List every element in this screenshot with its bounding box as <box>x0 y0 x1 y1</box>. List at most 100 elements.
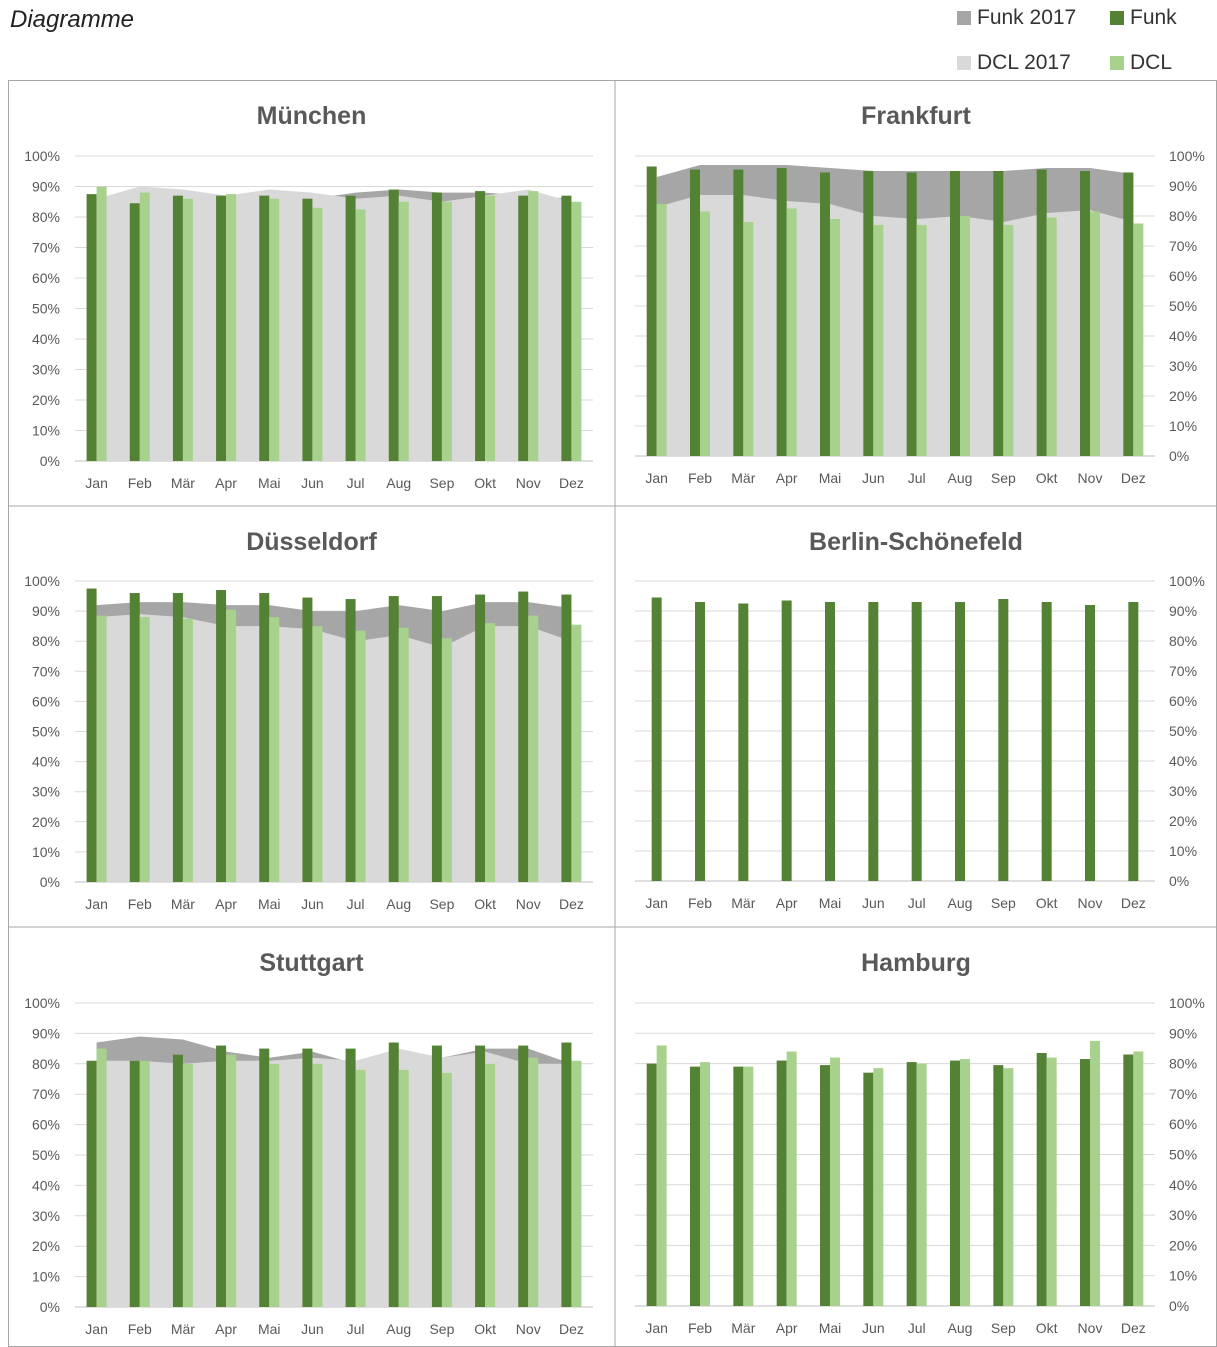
y-tick-label: 40% <box>1169 753 1197 769</box>
chart-title: Frankfurt <box>861 102 971 130</box>
x-tick-label: Sep <box>991 895 1016 911</box>
bar-dcl-apr <box>226 1054 237 1307</box>
x-tick-label: Sep <box>991 1320 1016 1336</box>
x-tick-label: Jun <box>862 895 885 911</box>
x-tick-label: Aug <box>386 1321 411 1337</box>
bar-funk-nov <box>1085 605 1095 881</box>
bar-dcl-nov <box>528 191 539 461</box>
bar-funk-sep <box>431 596 442 882</box>
y-tick-label: 30% <box>32 1208 60 1224</box>
x-tick-label: Sep <box>991 470 1016 486</box>
bar-funk-mär <box>172 593 183 882</box>
legend-swatch-funk-2017 <box>957 11 971 25</box>
bar-funk-nov <box>518 1045 529 1307</box>
bar-dcl-jul <box>355 1069 366 1307</box>
x-tick-label: Jan <box>85 475 108 491</box>
bar-dcl-sep <box>441 638 452 882</box>
legend-item-funk: Funk <box>1110 6 1177 30</box>
bar-funk-jun <box>302 198 313 461</box>
x-tick-label: Sep <box>429 475 454 491</box>
area-dcl-2017 <box>96 614 572 882</box>
x-tick-label: Apr <box>776 1320 798 1336</box>
chart-title: Stuttgart <box>259 949 364 977</box>
bar-dcl-mär <box>182 618 193 882</box>
bar-dcl-jul <box>355 209 366 461</box>
bar-funk-okt <box>475 594 486 882</box>
bar-funk-mär <box>733 1066 744 1306</box>
chart-hamburg: Hamburg 0% 10% 20% 30% 40% 50% 60% 70% 80% 90% 100%… <box>635 949 1205 1336</box>
bar-dcl-dez <box>1133 223 1144 456</box>
x-tick-label: Jan <box>645 470 668 486</box>
legend-label-dcl: DCL <box>1130 51 1173 74</box>
bar-funk-sep <box>993 1065 1004 1306</box>
y-tick-label: 10% <box>1169 1268 1197 1284</box>
area-dcl-2017 <box>656 195 1134 456</box>
bar-dcl-mär <box>743 1066 754 1306</box>
y-tick-label: 60% <box>1169 268 1197 284</box>
y-tick-label: 20% <box>32 814 60 830</box>
legend-swatch-funk <box>1110 11 1124 25</box>
x-tick-label: Nov <box>516 1321 541 1337</box>
bar-dcl-sep <box>1003 1068 1014 1306</box>
x-tick-label: Aug <box>948 895 973 911</box>
legend-item-dcl-2017: DCL 2017 <box>957 51 1071 75</box>
x-tick-label: Feb <box>128 1321 152 1337</box>
bar-funk-jul <box>345 599 356 882</box>
bar-dcl-nov <box>1090 211 1100 456</box>
x-tick-label: Apr <box>215 896 237 912</box>
bar-funk-apr <box>776 168 787 456</box>
y-tick-label: 10% <box>32 423 60 439</box>
chart-title: Düsseldorf <box>246 528 377 556</box>
area-dcl-2017 <box>96 1048 572 1307</box>
bar-funk-sep <box>431 192 442 461</box>
bar-dcl-okt <box>485 623 496 882</box>
y-tick-label: 30% <box>1169 783 1197 799</box>
y-tick-label: 0% <box>1169 873 1189 889</box>
chart-frankfurt: Frankfurt 0% 10% 20% 30% 40% 50% 60% 70% 80% 90% 10… <box>635 102 1205 486</box>
bar-funk-mai <box>259 1048 270 1307</box>
bar-dcl-jan <box>96 615 107 882</box>
bar-funk-jul <box>345 195 356 461</box>
bar-funk-jul <box>906 172 917 456</box>
legend-label-dcl-2017: DCL 2017 <box>977 51 1071 74</box>
x-tick-label: Mai <box>819 1320 842 1336</box>
y-tick-label: 80% <box>1169 1056 1197 1072</box>
bar-dcl-dez <box>571 201 582 461</box>
y-tick-label: 80% <box>1169 633 1197 649</box>
bar-dcl-aug <box>398 201 409 461</box>
y-tick-label: 50% <box>32 1147 60 1163</box>
chart-title: München <box>257 102 367 130</box>
bar-funk-feb <box>690 1066 700 1306</box>
x-tick-label: Feb <box>688 895 712 911</box>
bar-funk-mär <box>738 603 749 881</box>
y-tick-label: 50% <box>32 301 60 317</box>
x-tick-label: Sep <box>429 1321 454 1337</box>
bar-funk-feb <box>129 203 140 461</box>
x-tick-label: Nov <box>1078 1320 1103 1336</box>
bar-funk-nov <box>518 195 529 461</box>
bar-dcl-mär <box>182 198 193 461</box>
y-tick-label: 100% <box>24 995 60 1011</box>
bar-dcl-feb <box>139 192 150 461</box>
x-tick-label: Apr <box>215 475 237 491</box>
y-tick-label: 20% <box>1169 813 1197 829</box>
x-tick-label: Aug <box>948 1320 973 1336</box>
y-tick-label: 100% <box>1169 573 1205 589</box>
y-tick-label: 70% <box>32 240 60 256</box>
x-tick-label: Mai <box>819 470 842 486</box>
x-tick-label: Dez <box>559 896 584 912</box>
bar-funk-jul <box>911 602 922 881</box>
bar-dcl-jan <box>96 186 107 461</box>
x-tick-label: Mär <box>171 896 195 912</box>
y-tick-label: 30% <box>32 362 60 378</box>
chart-düsseldorf: Düsseldorf 0% 10% 20% 30% 40% 50% 60% 70% 80% 90% 1… <box>24 528 593 912</box>
y-tick-label: 0% <box>40 874 60 890</box>
y-tick-label: 60% <box>32 270 60 286</box>
legend-item-dcl: DCL <box>1110 51 1172 75</box>
bar-dcl-apr <box>786 208 797 456</box>
bar-funk-jan <box>86 1060 97 1307</box>
bar-dcl-aug <box>960 216 970 456</box>
bar-funk-jan <box>86 588 97 882</box>
y-tick-label: 40% <box>1169 328 1197 344</box>
